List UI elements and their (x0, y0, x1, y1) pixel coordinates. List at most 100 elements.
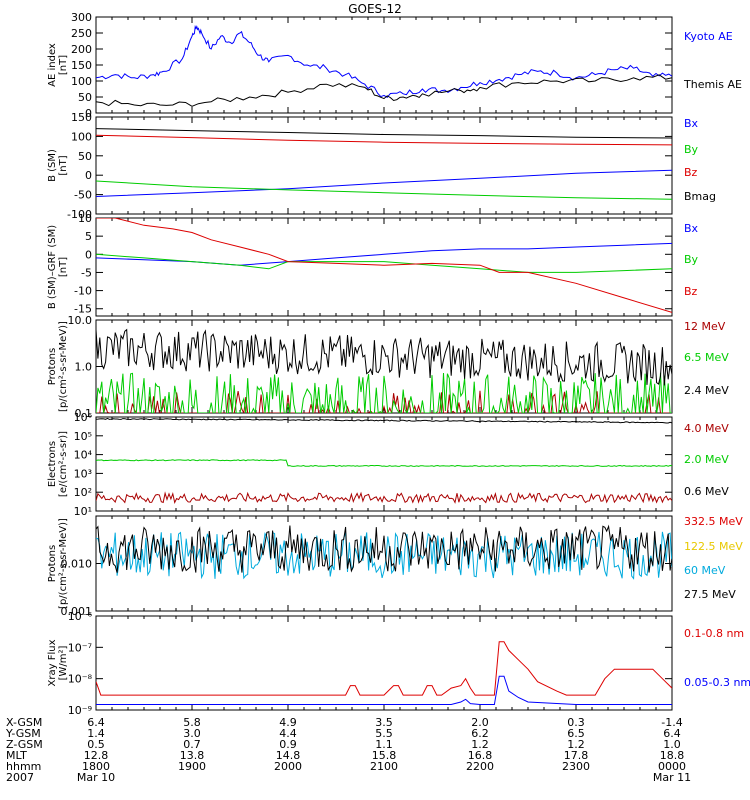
panel-frame (95, 319, 673, 414)
y-axis-label: Protons[p/(cm²-s-sr-MeV)] (47, 518, 69, 609)
ephemeris-value: 0.9 (279, 738, 297, 751)
ephemeris-value: 12.8 (83, 749, 109, 762)
legend-label: Kyoto AE (684, 30, 733, 43)
series-line (96, 24, 672, 98)
ephemeris-value: 6.4 (87, 716, 105, 729)
ephemeris-value: 2300 (562, 760, 590, 773)
ephemeris-value: 1.2 (471, 738, 489, 751)
legend-label: 6.5 MeV (684, 351, 729, 364)
legend-label: Themis AE (683, 78, 742, 91)
y-tick-label: -5 (81, 266, 92, 279)
legend-label: By (684, 143, 699, 156)
ephemeris-value: 3.5 (375, 716, 393, 729)
y-tick-label: 10¹ (74, 505, 92, 518)
legend-label: 122.5 MeV (684, 540, 743, 553)
y-tick-label: 100 (71, 75, 92, 88)
series-line (96, 180, 672, 200)
panel-frame (95, 116, 673, 215)
series-line (96, 74, 672, 107)
ephemeris-value: 1.2 (567, 738, 585, 751)
ephemeris-value: 5.5 (375, 727, 393, 740)
ephemeris-value: 2.0 (471, 716, 489, 729)
legend-label: 0.6 MeV (684, 485, 729, 498)
series-line (96, 218, 672, 313)
ephemeris-value: 4.4 (279, 727, 297, 740)
date-label: Mar 11 (652, 771, 692, 784)
y-tick-label: 10⁴ (74, 449, 93, 462)
y-axis-label: Xray Flux[W/m²] (47, 639, 69, 686)
y-axis-label: B (SM)[nT] (47, 149, 69, 182)
y-tick-label: 0 (85, 169, 92, 182)
legend-label: 0.05-0.3 nm (684, 676, 750, 689)
series-line (96, 134, 672, 146)
y-tick-label: -15 (74, 303, 92, 316)
y-tick-label: 10.0 (68, 314, 93, 327)
series-line (96, 531, 672, 580)
panel-bdiff: -15 -10 -5 0 5 10 B (SM)–GRF (SM)[nT] Bx By Bz (47, 212, 699, 317)
legend-label: 2.4 MeV (684, 384, 729, 397)
ephemeris-value: 18.8 (659, 749, 685, 762)
y-tick-label: 10⁻⁶ (68, 610, 93, 623)
panel-bsm: -100 -50 0 50 100 150 B (SM)[nT] Bx By Bz Bmag (47, 111, 716, 221)
ephemeris-row-label: X-GSM (6, 716, 43, 729)
series-line (96, 524, 672, 573)
y-tick-label: 5 (85, 230, 92, 243)
ephemeris-row-label: hhmm (6, 760, 42, 773)
ephemeris-value: 6.4 (663, 727, 681, 740)
ephemeris-value: 2100 (370, 760, 398, 773)
y-tick-label: 10⁶ (74, 411, 93, 424)
ephemeris-value: 13.8 (179, 749, 205, 762)
panel-ae: 0 50 100 150 200 250 300 AE index[nT] Kyoto AE Th… (47, 11, 742, 120)
ephemeris-value: 0000 (658, 760, 686, 773)
y-tick-label: 10⁻⁸ (68, 673, 93, 686)
y-tick-label: 200 (71, 43, 92, 56)
legend-label: 27.5 MeV (684, 588, 736, 601)
y-tick-label: 100 (71, 130, 92, 143)
y-axis-label: AE index[nT] (47, 43, 69, 87)
ephemeris-value: 2200 (466, 760, 494, 773)
y-tick-label: 300 (71, 11, 92, 24)
ephemeris-value: 6.2 (471, 727, 489, 740)
y-tick-label: 10⁵ (74, 430, 92, 443)
ephemeris-value: 0.7 (183, 738, 201, 751)
y-tick-label: 0 (85, 107, 92, 120)
series-line (96, 641, 672, 696)
legend-label: 4.0 MeV (684, 422, 729, 435)
y-tick-label: -10 (74, 285, 92, 298)
ephemeris-value: 4.9 (279, 716, 297, 729)
ephemeris-row-label: 2007 (6, 771, 34, 784)
series-line (96, 169, 672, 197)
y-tick-label: 10³ (74, 467, 92, 480)
ephemeris-value: 2000 (274, 760, 302, 773)
ephemeris-row-label: Y-GSM (6, 727, 41, 740)
series-line (96, 491, 672, 505)
ephemeris-value: 1900 (178, 760, 206, 773)
y-tick-label: 10² (74, 486, 92, 499)
legend-label: By (684, 253, 699, 266)
legend-label: 60 MeV (684, 564, 726, 577)
ephemeris-value: 1.4 (87, 727, 105, 740)
legend-label: Bz (684, 285, 698, 298)
panel-electrons: 10¹ 10² 10³ 10⁴ 10⁵ 10⁶ Electrons[e/(cm²-s-sr)… (47, 411, 729, 518)
y-axis-label: B (SM)–GRF (SM)[nT] (47, 225, 69, 309)
ephemeris-value: 3.0 (183, 727, 201, 740)
legend-label: 332.5 MeV (684, 515, 743, 528)
ephemeris-row-label: MLT (6, 749, 27, 762)
y-tick-label: 250 (71, 27, 92, 40)
y-tick-label: 1.0 (75, 361, 93, 374)
legend-label: 12 MeV (684, 320, 726, 333)
chart-title: GOES-12 (348, 2, 402, 16)
legend-label: Bx (684, 117, 699, 130)
y-tick-label: 0 (85, 248, 92, 261)
y-tick-label: -50 (74, 189, 92, 202)
date-label: Mar 10 (76, 771, 116, 784)
y-tick-label: 50 (78, 150, 92, 163)
ephemeris-value: 1.1 (375, 738, 393, 751)
ephemeris-value: 15.8 (371, 749, 397, 762)
legend-label: Bz (684, 166, 698, 179)
ephemeris-value: 1.0 (663, 738, 681, 751)
y-tick-label: 50 (78, 91, 92, 104)
